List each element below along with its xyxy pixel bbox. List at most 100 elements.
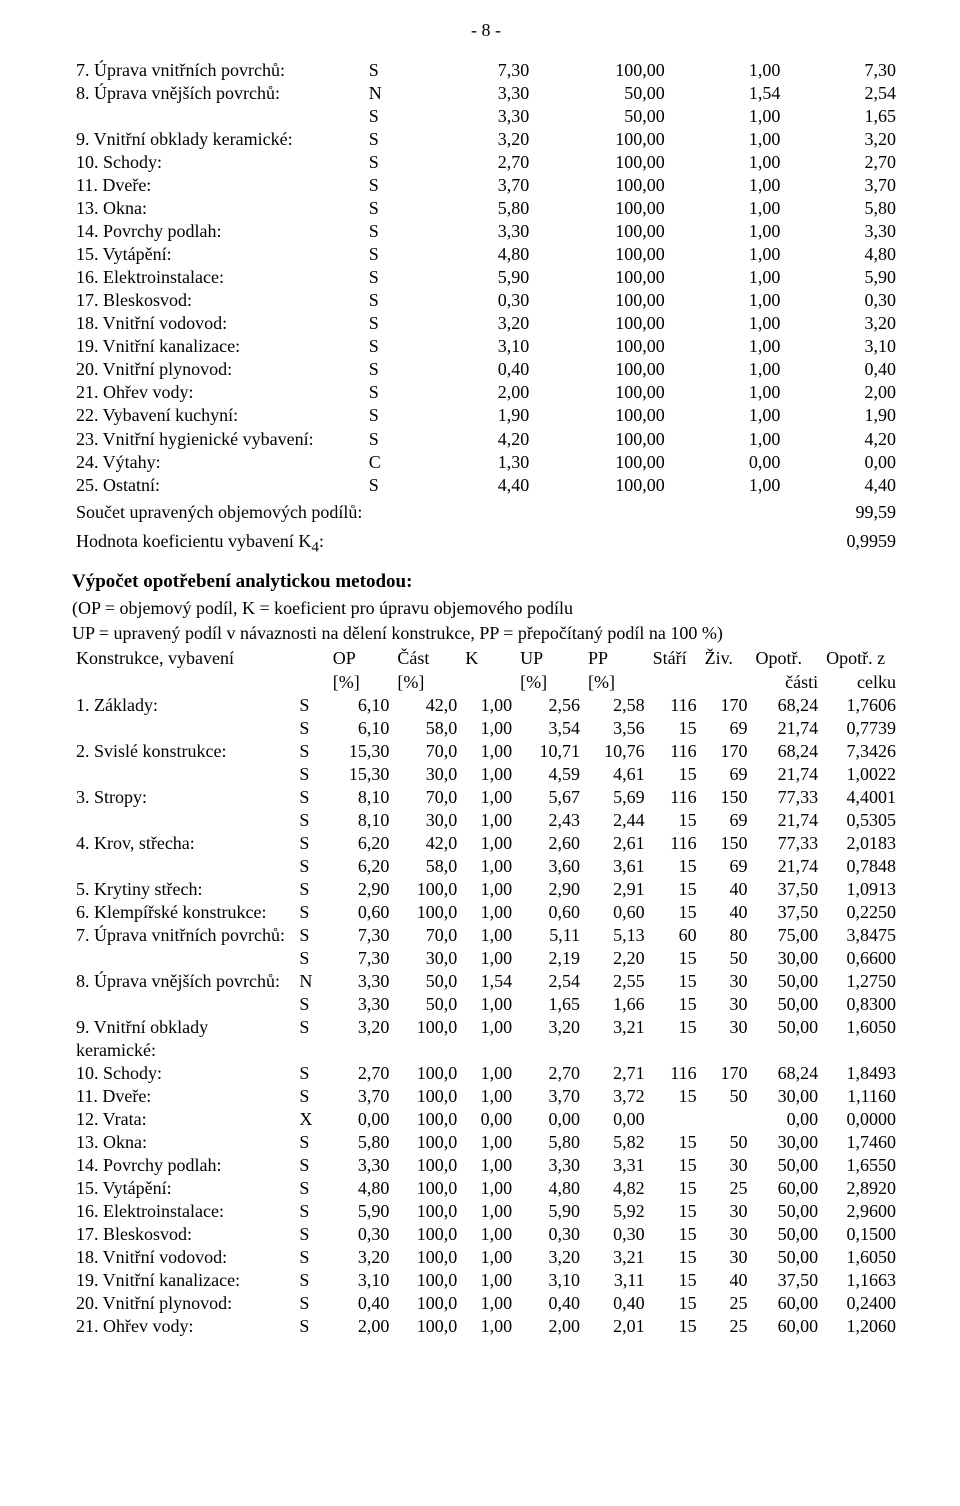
sum-label: Součet upravených objemových podílů: <box>72 499 782 524</box>
row-v3: 1,00 <box>669 59 785 82</box>
table-row: 19. Vnitřní kanalizace:S3,10100,001,003,… <box>72 335 900 358</box>
table-row: 14. Povrchy podlah:S3,30100,001,003,30 <box>72 220 900 243</box>
row-letter: S <box>295 1085 328 1108</box>
row-up: 0,30 <box>516 1223 584 1246</box>
row-part: 70,0 <box>393 924 461 947</box>
row-up: 3,10 <box>516 1269 584 1292</box>
table-row: 21. Ohřev vody:S2,00100,01,002,002,01152… <box>72 1315 900 1338</box>
row-letter: S <box>365 59 418 82</box>
row-part: 30,0 <box>393 763 461 786</box>
row-age: 15 <box>649 1246 701 1269</box>
row-v1: 3,30 <box>418 220 534 243</box>
row-label: 18. Vnitřní vodovod: <box>72 1246 295 1269</box>
row-v3: 1,00 <box>669 151 785 174</box>
row-v1: 2,70 <box>418 151 534 174</box>
row-letter: S <box>365 358 418 381</box>
row-part: 100,0 <box>393 1177 461 1200</box>
row-pp: 3,21 <box>584 1246 649 1269</box>
hdr-k: K <box>461 647 516 670</box>
row-w2: 7,3426 <box>822 740 900 763</box>
row-label <box>72 763 295 786</box>
row-v3: 1,00 <box>669 266 785 289</box>
table-row: 3. Stropy:S8,1070,01,005,675,6911615077,… <box>72 786 900 809</box>
row-age: 15 <box>649 855 701 878</box>
row-letter: S <box>295 1154 328 1177</box>
row-pp: 5,82 <box>584 1131 649 1154</box>
row-w1: 30,00 <box>752 947 823 970</box>
row-life: 25 <box>701 1177 752 1200</box>
row-w2: 0,2250 <box>822 901 900 924</box>
row-life: 69 <box>701 809 752 832</box>
table-row: 18. Vnitřní vodovod:S3,20100,01,003,203,… <box>72 1246 900 1269</box>
table-row: 11. Dveře:S3,70100,01,003,703,72155030,0… <box>72 1085 900 1108</box>
row-pp: 10,76 <box>584 740 649 763</box>
row-w2: 1,8493 <box>822 1062 900 1085</box>
row-op: 3,70 <box>329 1085 394 1108</box>
row-letter: S <box>295 901 328 924</box>
row-w1: 75,00 <box>752 924 823 947</box>
row-w1: 68,24 <box>752 740 823 763</box>
row-label: 23. Vnitřní hygienické vybavení: <box>72 428 365 451</box>
row-k: 1,00 <box>461 1200 516 1223</box>
row-letter: S <box>295 1269 328 1292</box>
row-v4: 4,40 <box>784 474 900 497</box>
row-letter: S <box>365 312 418 335</box>
row-v1: 3,70 <box>418 174 534 197</box>
row-v4: 4,80 <box>784 243 900 266</box>
row-pp: 2,61 <box>584 832 649 855</box>
row-w2: 1,1160 <box>822 1085 900 1108</box>
table-row: 1. Základy:S6,1042,01,002,562,5811617068… <box>72 694 900 717</box>
row-up: 5,90 <box>516 1200 584 1223</box>
row-label: 15. Vytápění: <box>72 1177 295 1200</box>
row-label: 19. Vnitřní kanalizace: <box>72 1269 295 1292</box>
row-op: 5,90 <box>329 1200 394 1223</box>
table-row: 10. Schody:S2,70100,001,002,70 <box>72 151 900 174</box>
row-w1: 50,00 <box>752 970 823 993</box>
row-v1: 0,40 <box>418 358 534 381</box>
row-pp: 4,61 <box>584 763 649 786</box>
row-k: 1,00 <box>461 1223 516 1246</box>
row-pp: 2,58 <box>584 694 649 717</box>
table-row: 22. Vybavení kuchyní:S1,90100,001,001,90 <box>72 404 900 427</box>
row-label: 9. Vnitřní obklady keramické: <box>72 128 365 151</box>
row-w2: 0,7848 <box>822 855 900 878</box>
row-up: 3,30 <box>516 1154 584 1177</box>
table-row: 15. Vytápění:S4,80100,001,004,80 <box>72 243 900 266</box>
row-age: 15 <box>649 1154 701 1177</box>
row-age: 116 <box>649 786 701 809</box>
row-pp: 5,92 <box>584 1200 649 1223</box>
row-w2: 0,7739 <box>822 717 900 740</box>
table-row: 9. Vnitřní obklady keramické:S3,20100,00… <box>72 128 900 151</box>
row-w1: 60,00 <box>752 1292 823 1315</box>
table-row: 13. Okna:S5,80100,01,005,805,82155030,00… <box>72 1131 900 1154</box>
row-k: 1,00 <box>461 740 516 763</box>
row-op: 7,30 <box>329 924 394 947</box>
row-k: 1,00 <box>461 1246 516 1269</box>
row-v3: 1,54 <box>669 82 785 105</box>
row-v3: 1,00 <box>669 128 785 151</box>
row-up: 2,00 <box>516 1315 584 1338</box>
row-v2: 100,00 <box>533 174 669 197</box>
row-w1: 37,50 <box>752 1269 823 1292</box>
row-letter: S <box>365 243 418 266</box>
row-letter: S <box>295 1131 328 1154</box>
row-w2: 1,6050 <box>822 1016 900 1062</box>
hdr-w1: Opotř. <box>752 647 823 670</box>
row-w2: 4,4001 <box>822 786 900 809</box>
row-part: 100,0 <box>393 1108 461 1131</box>
row-pp: 3,56 <box>584 717 649 740</box>
row-label: 6. Klempířské konstrukce: <box>72 901 295 924</box>
row-age: 15 <box>649 1223 701 1246</box>
row-label: 24. Výtahy: <box>72 451 365 474</box>
row-k: 1,00 <box>461 1269 516 1292</box>
row-life: 80 <box>701 924 752 947</box>
row-life: 50 <box>701 1131 752 1154</box>
hdr-label: Konstrukce, vybavení <box>72 647 295 670</box>
row-up: 3,70 <box>516 1085 584 1108</box>
row-v1: 5,90 <box>418 266 534 289</box>
row-op: 15,30 <box>329 763 394 786</box>
row-pp: 2,44 <box>584 809 649 832</box>
row-age: 15 <box>649 1016 701 1062</box>
row-v1: 3,30 <box>418 105 534 128</box>
row-op: 2,00 <box>329 1315 394 1338</box>
